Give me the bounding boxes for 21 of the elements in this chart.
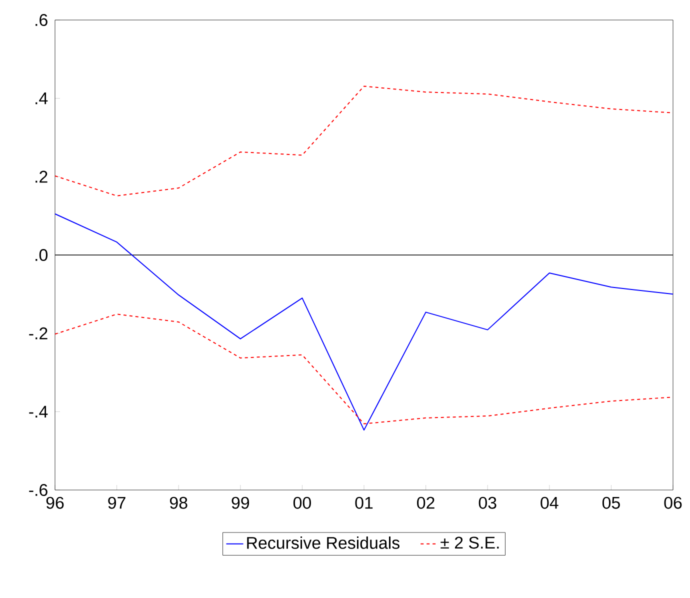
- y-tick-label: .0: [36, 249, 48, 262]
- y-tick-label: .2: [36, 170, 48, 183]
- x-tick-label: 02: [417, 496, 434, 509]
- y-tick-label: -.6: [29, 484, 48, 496]
- x-tick-label: 04: [540, 496, 558, 509]
- y-tick-label: .6: [36, 14, 48, 26]
- x-tick-label: 97: [108, 496, 126, 509]
- y-tick-label: .4: [36, 92, 48, 104]
- x-tick-label: 06: [664, 496, 682, 509]
- x-tick-label: 01: [355, 496, 373, 509]
- x-tick-label: 96: [46, 496, 64, 509]
- line-series: [54, 213, 674, 431]
- y-tick-label: -.4: [29, 406, 48, 418]
- x-tick-label: 05: [602, 496, 620, 509]
- x-tick-label: 00: [293, 496, 311, 509]
- y-tick-label: -.2: [29, 327, 48, 340]
- legend-label: ± 2 S.E.: [440, 536, 499, 549]
- x-tick-label: 03: [478, 496, 496, 509]
- x-tick-label: 98: [170, 496, 188, 509]
- x-tick-label: 99: [232, 496, 250, 509]
- legend-label: Recursive Residuals: [247, 536, 400, 549]
